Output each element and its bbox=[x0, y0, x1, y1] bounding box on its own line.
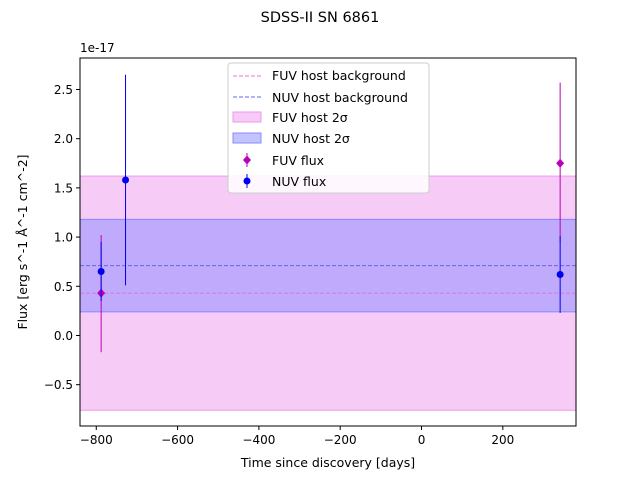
legend-label-fuv-flux: FUV flux bbox=[272, 153, 324, 168]
nuv-flux-point-1 bbox=[122, 176, 130, 184]
y-tick-label-6: 2.5 bbox=[54, 83, 73, 97]
y-tick-label-1: 0.0 bbox=[54, 329, 73, 343]
y-tick-label-0: −0.5 bbox=[44, 378, 73, 392]
x-tick-label-2: −400 bbox=[242, 433, 275, 447]
legend-swatch-nuv-band bbox=[232, 132, 262, 144]
y-tick-label-4: 1.5 bbox=[54, 181, 73, 195]
legend-frame bbox=[227, 62, 430, 194]
nuv-flux-point-2 bbox=[556, 270, 564, 278]
y-tick-label-3: 1.0 bbox=[54, 231, 73, 245]
x-tick-label-5: 200 bbox=[491, 433, 514, 447]
x-tick-label-1: −600 bbox=[161, 433, 194, 447]
y-axis-ticks: −0.5 0.0 0.5 1.0 1.5 2.0 2.5 bbox=[44, 83, 80, 392]
legend-label-nuv-flux: NUV flux bbox=[272, 174, 326, 189]
flux-points bbox=[97, 74, 565, 353]
fuv-flux-point-1 bbox=[556, 158, 565, 168]
chart-title: SDSS-II SN 6861 bbox=[261, 10, 380, 26]
y-tick-label-2: 0.5 bbox=[54, 280, 73, 294]
x-tick-label-4: 0 bbox=[418, 433, 426, 447]
x-axis-ticks: −800 −600 −400 −200 0 200 bbox=[80, 426, 514, 447]
x-tick-label-0: −800 bbox=[80, 433, 113, 447]
host-background-lines bbox=[80, 265, 576, 294]
x-tick-label-3: −200 bbox=[324, 433, 357, 447]
legend-label-fuv-host-line: FUV host background bbox=[272, 68, 406, 83]
legend-label-nuv-band: NUV host 2σ bbox=[272, 131, 350, 146]
legend-label-fuv-band: FUV host 2σ bbox=[272, 110, 348, 125]
legend-label-nuv-host-line: NUV host background bbox=[272, 90, 408, 105]
y-offset-label: 1e-17 bbox=[80, 41, 115, 55]
legend: FUV host background NUV host background … bbox=[227, 62, 430, 194]
plot-frame bbox=[79, 57, 577, 427]
legend-swatch-nuv-flux-marker bbox=[243, 177, 251, 185]
y-tick-label-5: 2.0 bbox=[54, 132, 73, 146]
legend-swatch-fuv-flux-marker bbox=[243, 155, 251, 165]
host-bands bbox=[79, 175, 577, 411]
nuv-flux-point-0 bbox=[97, 268, 105, 276]
legend-swatch-fuv-band bbox=[232, 111, 262, 123]
y-axis-label: Flux [erg s^-1 Å^-1 cm^-2] bbox=[15, 154, 30, 329]
x-axis-label: Time since discovery [days] bbox=[240, 455, 415, 470]
